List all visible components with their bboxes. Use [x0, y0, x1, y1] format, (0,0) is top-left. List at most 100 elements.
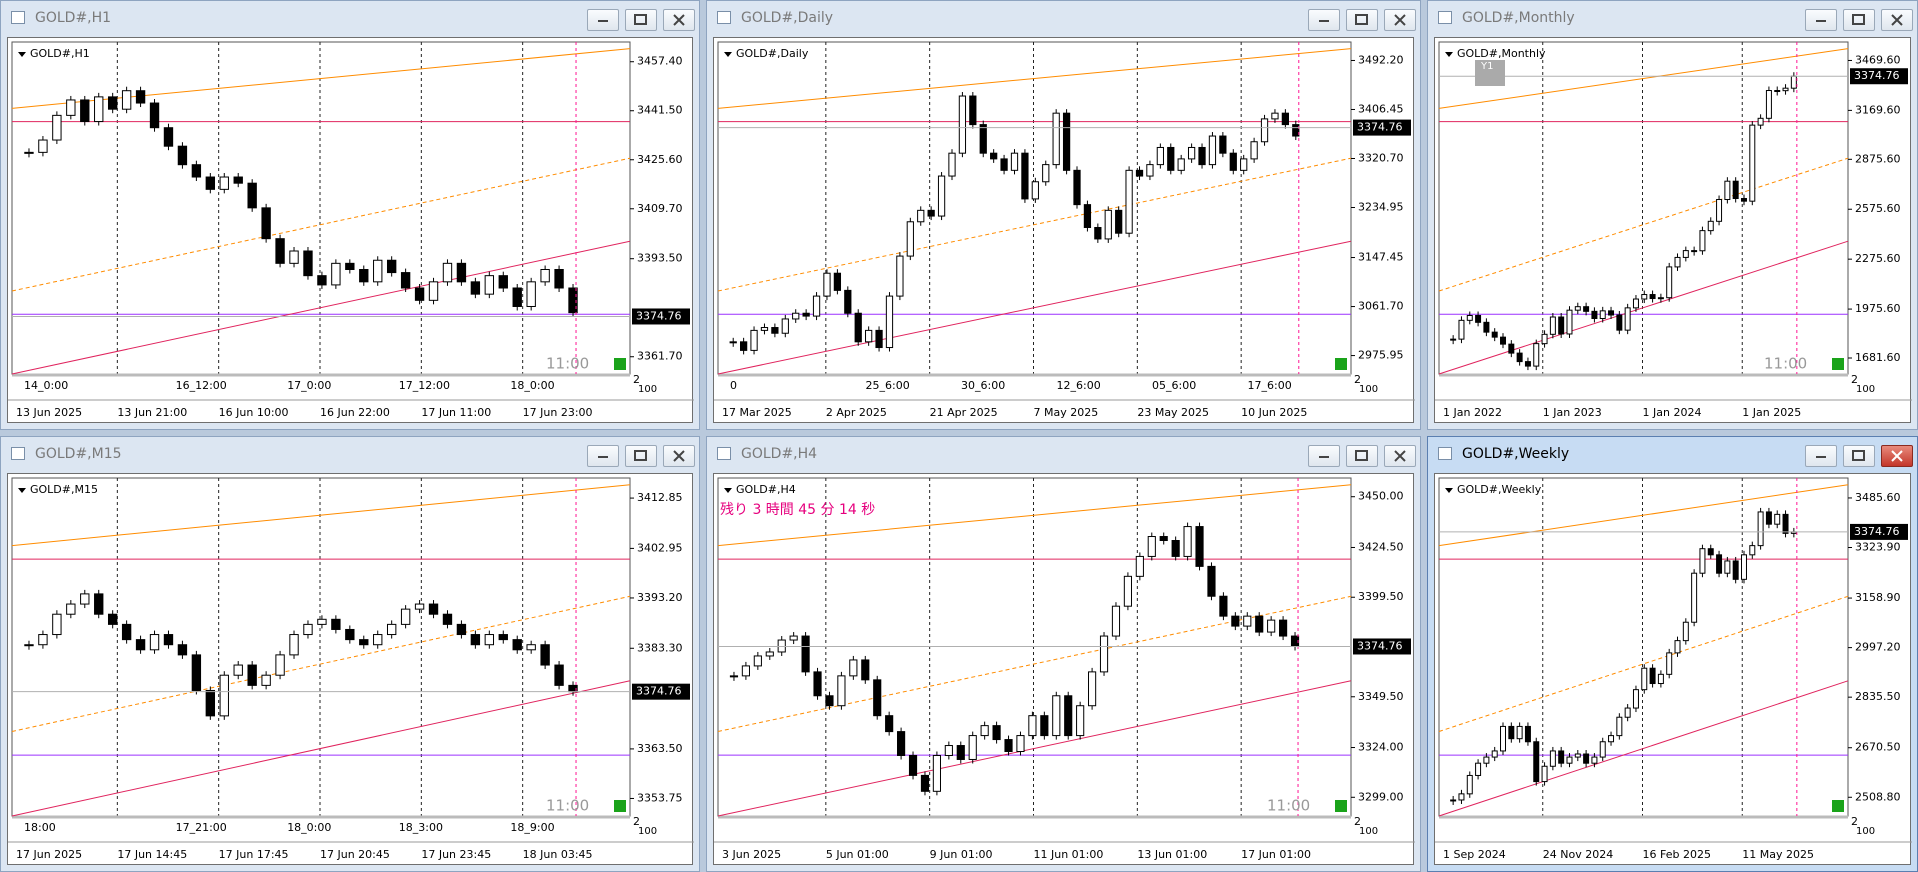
- candle: [1516, 352, 1523, 363]
- minimize-button[interactable]: [1308, 445, 1340, 467]
- candle: [1757, 511, 1764, 547]
- x-tick-label: 17 Jun 17:45: [219, 848, 289, 861]
- candle: [177, 644, 188, 656]
- chart-window: GOLD#,M15 3412.85 3402.95 3393.20 3383.30 336…: [0, 436, 700, 872]
- minimize-button[interactable]: [587, 445, 619, 467]
- title-bar: GOLD#,Daily: [707, 1, 1420, 35]
- minimize-button[interactable]: [1805, 445, 1837, 467]
- maximize-glyph: [1852, 450, 1865, 461]
- candle: [1666, 266, 1673, 299]
- maximize-button[interactable]: [1346, 9, 1378, 31]
- candle: [526, 644, 536, 651]
- window-icon: [1438, 11, 1452, 24]
- status-indicator: [614, 358, 626, 370]
- candle: [908, 754, 918, 776]
- candle: [442, 262, 453, 283]
- candle: [844, 289, 852, 314]
- candle: [107, 96, 118, 110]
- window-icon: [717, 11, 731, 24]
- close-button[interactable]: [663, 445, 695, 467]
- candle: [1732, 560, 1739, 580]
- candle: [1240, 158, 1248, 171]
- candle: [1657, 297, 1664, 300]
- candle: [861, 659, 870, 681]
- current-price: 3374.76: [636, 685, 682, 698]
- maximize-button[interactable]: [625, 445, 657, 467]
- close-button[interactable]: [663, 9, 695, 31]
- chart-window: GOLD#,H1 3457.40 3441.50 3425.60 3409.70 3393…: [0, 0, 700, 430]
- price-tag: [632, 308, 690, 325]
- maximize-button[interactable]: [1843, 9, 1875, 31]
- candle: [1765, 511, 1772, 525]
- candle: [927, 209, 935, 217]
- candle: [205, 689, 216, 717]
- candle: [1292, 124, 1300, 137]
- candle: [512, 639, 522, 651]
- candle: [261, 207, 271, 240]
- minimize-button[interactable]: [1308, 9, 1340, 31]
- candle: [956, 745, 965, 760]
- x-tick-label: 10 Jun 2025: [1241, 406, 1307, 419]
- candle: [498, 634, 508, 641]
- candle: [428, 603, 439, 615]
- candle: [177, 145, 188, 166]
- close-button[interactable]: [1881, 445, 1913, 467]
- candle: [149, 634, 160, 651]
- candle: [1724, 560, 1731, 574]
- close-button[interactable]: [1384, 445, 1416, 467]
- corner-label: 100: [638, 826, 657, 837]
- y-tick-label: 3492.20: [1358, 53, 1404, 66]
- maximize-button[interactable]: [625, 9, 657, 31]
- candle: [317, 275, 327, 286]
- minimize-button[interactable]: [1805, 9, 1837, 31]
- candle: [80, 99, 90, 123]
- candle: [38, 634, 48, 646]
- inner-time-label: 17_6:00: [1248, 379, 1292, 392]
- candle: [813, 671, 822, 697]
- candle: [247, 664, 257, 686]
- window-title: GOLD#,H4: [741, 446, 818, 462]
- candle: [1749, 124, 1756, 202]
- candle: [1591, 756, 1598, 764]
- inner-time-label: 16_12:00: [176, 379, 227, 392]
- plot-frame: [11, 41, 631, 375]
- trend-line: [11, 157, 631, 292]
- title-bar: GOLD#,M15: [1, 437, 699, 471]
- y-tick-label: 1975.60: [1855, 302, 1901, 315]
- maximize-button[interactable]: [1346, 445, 1378, 467]
- title-bar: GOLD#,Weekly: [1428, 437, 1917, 471]
- minimize-button[interactable]: [587, 9, 619, 31]
- x-tick-label: 1 Jan 2022: [1443, 406, 1502, 419]
- y-tick-label: 3363.50: [637, 742, 683, 755]
- candle: [1524, 361, 1531, 367]
- candle: [1541, 333, 1548, 345]
- candle: [1716, 554, 1723, 574]
- trend-line: [717, 484, 1352, 547]
- corner-label: 100: [1856, 384, 1875, 395]
- candle: [1774, 513, 1781, 525]
- chart-label: GOLD#,Weekly: [1457, 483, 1542, 496]
- candle: [568, 287, 578, 314]
- candle: [1475, 762, 1482, 776]
- candle: [932, 754, 941, 792]
- candle: [414, 603, 425, 610]
- close-button[interactable]: [1881, 9, 1913, 31]
- x-tick-label: 17 Mar 2025: [722, 406, 792, 419]
- candle: [303, 250, 313, 277]
- close-button[interactable]: [1384, 9, 1416, 31]
- candle: [1624, 707, 1631, 718]
- maximize-button[interactable]: [1843, 445, 1875, 467]
- inner-time-label: 18_9:00: [510, 821, 554, 834]
- y-tick-label: 3393.20: [637, 591, 683, 604]
- x-tick-label: 1 Jan 2023: [1543, 406, 1602, 419]
- candle: [865, 329, 873, 343]
- y-tick-label: 3425.60: [637, 153, 683, 166]
- y-tick-label: 2835.50: [1855, 690, 1901, 703]
- candle: [1491, 331, 1498, 338]
- candle: [1099, 635, 1109, 673]
- chart-menu-arrow: [18, 488, 26, 493]
- candle: [400, 272, 411, 289]
- window-icon: [11, 11, 25, 24]
- chart-label: GOLD#,H1: [30, 47, 90, 60]
- close-glyph: [673, 14, 685, 26]
